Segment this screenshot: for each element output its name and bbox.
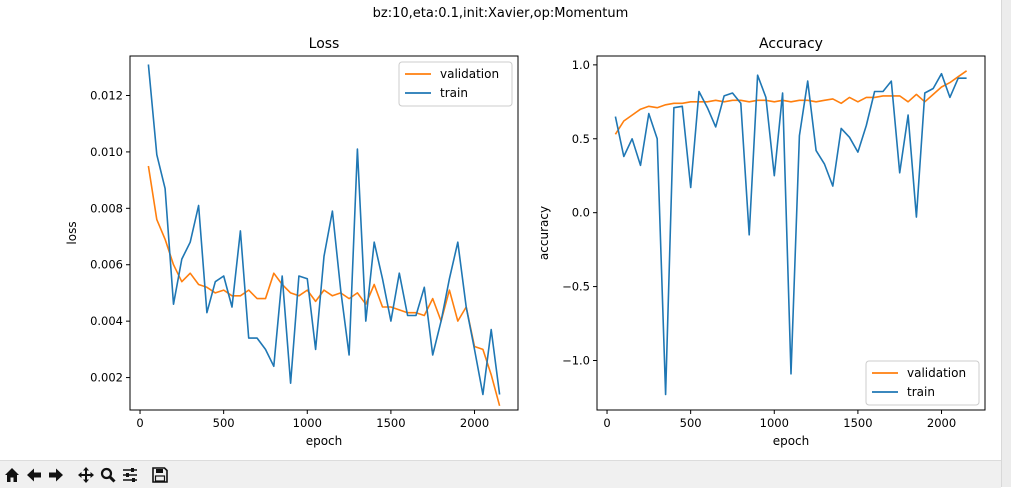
legend-label-validation: validation [440, 67, 499, 81]
y-tick-label: 0.0 [572, 206, 590, 220]
home-icon[interactable] [2, 464, 22, 486]
subplot-title: Loss [309, 36, 340, 52]
legend-box [865, 360, 980, 406]
navigation-toolbar [0, 460, 1001, 488]
y-tick-label: 0.012 [90, 88, 123, 102]
y-tick-label: 0.010 [90, 145, 123, 159]
legend-box [398, 61, 513, 107]
subplot-loss: Loss 0 500 1000 1500 2000 0.002 0.004 0.006 0.008… [65, 36, 519, 448]
figure-suptitle: bz:10,eta:0.1,init:Xavier,op:Momentum [372, 6, 629, 21]
pan-icon[interactable] [76, 464, 96, 486]
subplot-title: Accuracy [759, 36, 823, 52]
y-axis-label: accuracy [537, 206, 551, 260]
x-axis-label: epoch [773, 434, 810, 448]
figure: bz:10,eta:0.1,init:Xavier,op:Momentum Lo… [0, 0, 1001, 460]
configure-subplots-icon[interactable] [120, 464, 140, 486]
y-axis-label: loss [65, 221, 79, 244]
forward-arrow-icon[interactable] [46, 464, 66, 486]
back-arrow-icon[interactable] [24, 464, 44, 486]
x-tick-label: 500 [680, 416, 702, 430]
figure-canvas[interactable]: Loss 0 500 1000 1500 2000 0.002 0.004 0.006 0.008… [0, 0, 1001, 460]
axes-frame [129, 55, 519, 411]
legend-label-validation: validation [907, 366, 966, 380]
x-tick-label: 0 [603, 416, 610, 430]
y-tick-label: −0.5 [562, 280, 590, 294]
axes-frame [596, 55, 986, 411]
x-tick-label: 1500 [376, 416, 405, 430]
series-line-validation [614, 70, 968, 135]
x-tick-label: 2000 [460, 416, 489, 430]
window-border [1001, 0, 1011, 487]
legend-label-train: train [440, 86, 468, 100]
legend: validation train [865, 360, 980, 406]
y-tick-label: 0.002 [90, 371, 123, 385]
x-tick-label: 500 [213, 416, 235, 430]
y-tick-label: −1.0 [562, 353, 590, 367]
y-tick-label: 0.006 [90, 258, 123, 272]
legend: validation train [398, 61, 513, 107]
y-tick-label: 0.5 [572, 132, 590, 146]
save-icon[interactable] [150, 464, 170, 486]
x-tick-label: 1000 [293, 416, 322, 430]
x-tick-label: 0 [136, 416, 143, 430]
series-line-train [614, 72, 967, 396]
y-tick-label: 0.008 [90, 201, 123, 215]
legend-label-train: train [907, 385, 935, 399]
y-tick-label: 1.0 [572, 58, 590, 72]
x-tick-label: 1000 [760, 416, 789, 430]
y-tick-label: 0.004 [90, 314, 123, 328]
x-axis-label: epoch [306, 434, 343, 448]
series-line-validation [147, 165, 501, 407]
series-line-train [147, 64, 501, 396]
x-tick-label: 2000 [927, 416, 956, 430]
zoom-icon[interactable] [98, 464, 118, 486]
x-tick-label: 1500 [843, 416, 872, 430]
subplot-accuracy: Accuracy 0 500 1000 1500 2000 −1.0 −0.5 0.0 0.5 1.… [537, 36, 986, 448]
